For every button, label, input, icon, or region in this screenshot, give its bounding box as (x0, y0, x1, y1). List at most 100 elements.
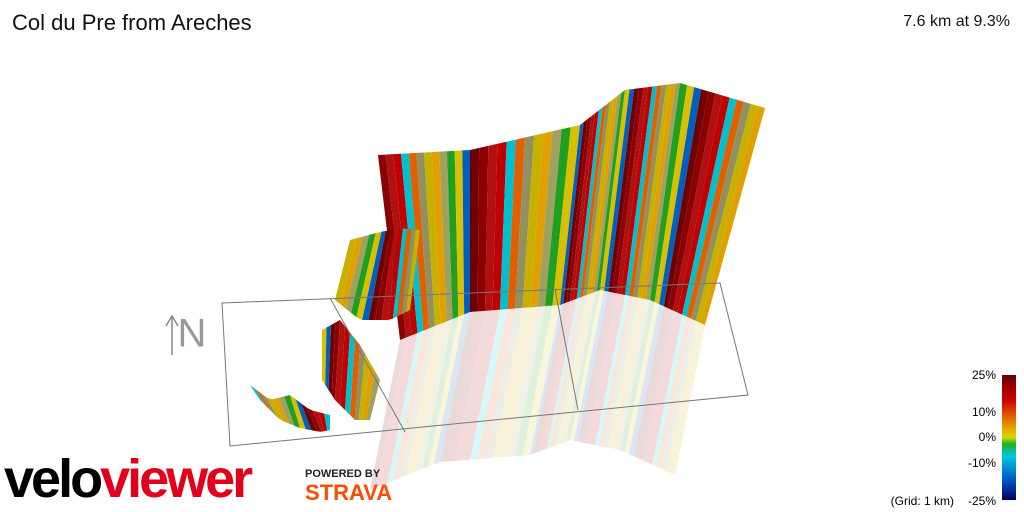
wall-strip (545, 127, 571, 307)
wall-strip (399, 326, 435, 479)
wall-strip (340, 326, 350, 410)
wall-strip (583, 101, 610, 297)
wall-strip (431, 151, 447, 324)
wall-strip (322, 327, 327, 385)
wall-strip (595, 295, 630, 446)
wall-strip (560, 122, 584, 305)
wall-strip (677, 95, 730, 315)
wall-strip (530, 303, 564, 455)
wall-strip (454, 150, 465, 317)
wall-strip (553, 295, 587, 447)
wall-strip (546, 297, 580, 449)
wall-strip (358, 353, 370, 420)
wall-strip (416, 152, 435, 329)
wall-strip (485, 143, 498, 311)
wall-strip (368, 230, 390, 320)
wall-strip (645, 83, 680, 300)
wall-strip (668, 91, 716, 311)
wall-strip (641, 83, 676, 300)
wall-strip (624, 302, 660, 455)
wall-strip (381, 333, 418, 486)
wall-strip (355, 345, 365, 420)
wall-strip (485, 307, 523, 459)
wall-strip (629, 304, 664, 457)
logo: veloviewer (4, 449, 253, 509)
wall-strip (345, 332, 355, 415)
wall-strip (620, 86, 653, 295)
wall-strip (586, 98, 614, 295)
wall-strip (582, 292, 617, 444)
wall-strip (397, 228, 412, 317)
wall-strip (663, 89, 709, 309)
wall-strip (625, 85, 658, 296)
grid-note: (Grid: 1 km) (891, 494, 954, 508)
wall-strip (325, 325, 331, 390)
wall-strip (375, 229, 395, 320)
wall-strip (576, 107, 603, 299)
wall-strip (405, 323, 441, 476)
wall-strip (633, 84, 667, 298)
color-scale (1002, 375, 1016, 500)
legend-label: -10% (968, 456, 996, 470)
wall-strip (533, 302, 567, 454)
wall-strip (682, 97, 737, 317)
wall-strip (691, 101, 751, 321)
wall-strip (387, 330, 424, 483)
wall-strip (410, 321, 447, 474)
wall-strip (629, 85, 662, 297)
wall-strip (284, 395, 300, 428)
wall-strip (537, 129, 562, 307)
wall-strip (612, 87, 644, 294)
wall-strip (633, 306, 669, 459)
wall-strip (362, 362, 375, 420)
compass-label: N (178, 312, 207, 356)
wall-strip (507, 137, 525, 310)
wall-strip (307, 407, 322, 432)
wall-strip (393, 328, 430, 481)
legend-label: 0% (979, 430, 997, 444)
wall-strip (611, 298, 646, 450)
wall-strip (652, 314, 687, 467)
wall-strip (522, 133, 544, 308)
wall-strip (659, 87, 702, 307)
legend-label: 10% (972, 405, 996, 419)
wall-strip (301, 403, 318, 432)
wall-strip (366, 371, 380, 420)
wall-strip (422, 316, 459, 469)
wall-strip (670, 322, 705, 475)
wall-strip (328, 322, 336, 395)
wall-strip (522, 305, 560, 456)
powered-by: POWERED BY (305, 468, 381, 480)
wall-strip (607, 297, 642, 449)
wall-strip (665, 320, 701, 473)
wall-strip (362, 230, 386, 320)
wall-strip (550, 296, 584, 448)
wall-strip (603, 296, 638, 448)
wall-strip (408, 152, 430, 331)
title: Col du Pre from Areches (12, 10, 252, 35)
wall-strip (637, 84, 671, 299)
wall-strip (492, 141, 507, 311)
wall-strip (615, 299, 650, 450)
wall-strip (563, 119, 588, 304)
wall-strip (477, 308, 515, 460)
wall-strip (570, 290, 605, 441)
wall-strip (642, 310, 678, 463)
wall-strip (515, 305, 553, 457)
wall-strip (574, 290, 609, 442)
wall-strip (447, 150, 459, 319)
wall-strip (593, 92, 622, 293)
wall-strip (335, 320, 345, 405)
wall-strip (600, 89, 630, 291)
wall-strip (312, 410, 325, 432)
wall-strip (590, 95, 618, 294)
wall-strip (580, 104, 607, 298)
legend-label: 25% (972, 368, 996, 382)
wall-strip (387, 228, 403, 320)
wall-strip (578, 291, 613, 443)
wall-strip (596, 90, 625, 292)
wall-strip (356, 231, 382, 320)
wall-strip (405, 229, 420, 313)
strava: STRAVA (305, 480, 392, 505)
